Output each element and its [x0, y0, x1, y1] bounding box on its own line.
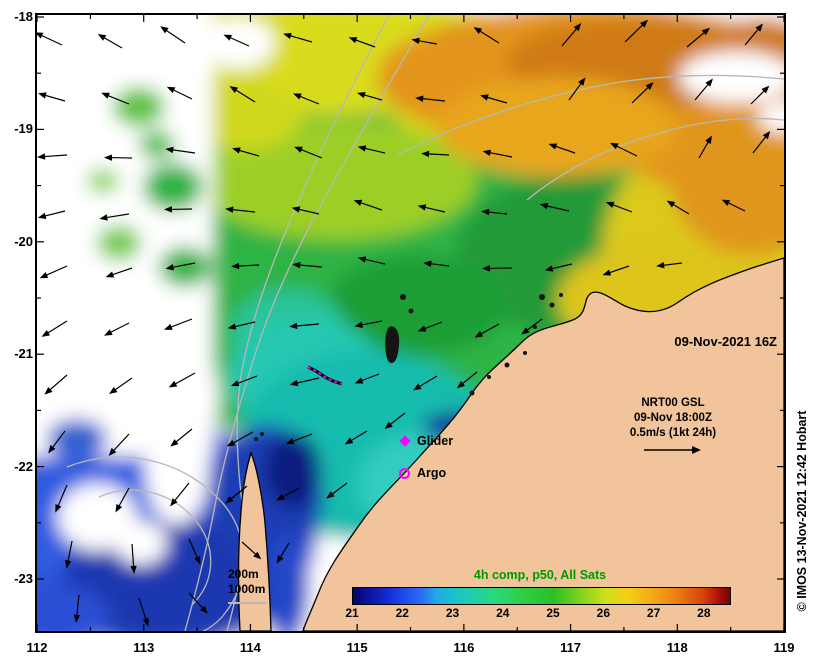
colorbar-title: 4h comp, p50, All Sats	[473, 568, 607, 582]
y-axis-tick-label: -19	[14, 121, 33, 137]
colorbar-tick-label: 22	[395, 606, 409, 620]
colorbar-tick-label: 27	[646, 606, 661, 620]
velocity-scale-legend: NRT00 GSL 09-Nov 18:00Z 0.5m/s (1kt 24h)	[598, 396, 748, 461]
axis-ticks	[37, 15, 784, 631]
x-axis-tick-label: 113	[133, 640, 155, 655]
velocity-time-label: 09-Nov 18:00Z	[634, 412, 712, 424]
argo-legend: Argo	[399, 466, 446, 480]
current-vectors	[37, 19, 771, 627]
glider-marker-icon	[399, 435, 411, 447]
islands	[254, 293, 563, 441]
bathy-1000m-label: 1000m	[228, 582, 266, 596]
y-axis-tick-label: -22	[14, 458, 33, 474]
velocity-scale-arrow-icon	[644, 446, 701, 454]
argo-label: Argo	[417, 466, 447, 480]
colorbar-tick-label: 21	[345, 606, 359, 620]
x-axis-tick-label: 117	[560, 640, 582, 655]
colorbar-tick-label: 25	[546, 606, 560, 620]
colorbar-tick-label: 24	[496, 606, 510, 620]
colorbar-tick-label: 23	[445, 606, 460, 620]
colorbar-tick-label: 28	[697, 606, 711, 620]
velocity-model-label: NRT00 GSL	[641, 397, 705, 409]
glider-legend: Glider	[399, 434, 454, 448]
y-axis-tick-label: -20	[14, 233, 33, 249]
y-axis-tick-label: -18	[14, 9, 33, 24]
map-canvas	[37, 15, 784, 631]
colorbar	[352, 587, 731, 605]
colorbar-tick-label: 26	[596, 606, 610, 620]
bathymetry-legend: 200m 1000m	[228, 567, 266, 604]
bathy-200m-label: 200m	[228, 567, 259, 581]
glider-track	[307, 365, 343, 386]
bathy-contour-line-sample	[228, 602, 266, 604]
velocity-scale-label: 0.5m/s (1kt 24h)	[629, 427, 717, 439]
glider-label: Glider	[417, 434, 454, 448]
argo-marker-icon	[399, 467, 410, 479]
x-axis-tick-label: 112	[26, 640, 48, 655]
x-axis-tick-label: 116	[453, 640, 475, 655]
x-axis-tick-label: 114	[239, 640, 261, 655]
land-mask	[237, 257, 784, 631]
x-axis-tick-label: 119	[773, 640, 795, 655]
credit-text: © IMOS 13-Nov-2021 12:42 Hobart	[795, 410, 809, 612]
datetime-label: 09-Nov-2021 16Z	[674, 334, 777, 349]
x-axis-tick-label: 118	[666, 640, 688, 655]
y-axis-tick-label: -21	[14, 346, 33, 362]
x-axis-tick-label: 115	[346, 640, 368, 655]
y-axis-tick-label: -23	[14, 571, 33, 586]
